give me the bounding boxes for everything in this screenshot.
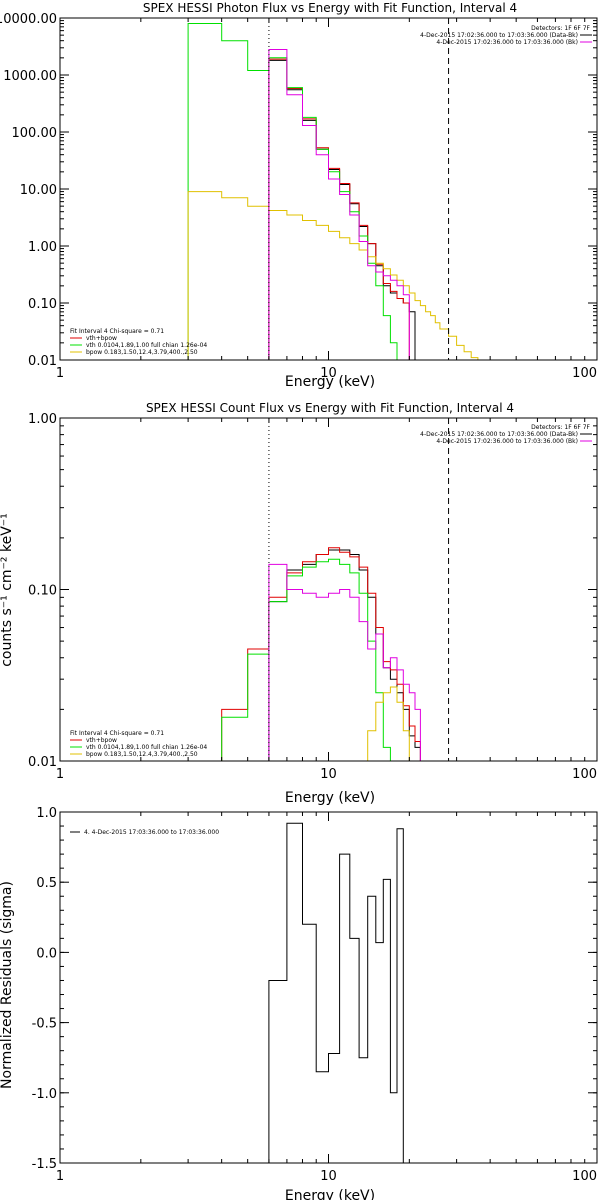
photon-flux-vth-line [187,23,404,361]
count-flux-x-tick-label: 100 [572,767,597,782]
photon-flux-fit-total-label: vth+bpow [86,335,117,342]
count-flux-fit-total-label: vth+bpow [86,737,117,744]
photon-flux-legend-data-bk: 4-Dec-2015 17:02:36.000 to 17:03:36.000 … [420,32,578,39]
photon-flux-detectors: Detectors: 1F 6F 7F [531,25,590,32]
photon-flux-bpow-line [187,191,502,361]
photon-flux-y-tick-label: 0.01 [28,354,57,369]
photon-flux-title: SPEX HESSI Photon Flux vs Energy with Fi… [143,1,517,15]
photon-flux-panel: SPEX HESSI Photon Flux vs Energy with Fi… [0,1,598,390]
photon-flux-model-total-line [268,58,410,360]
count-flux-title: SPEX HESSI Count Flux vs Energy with Fit… [146,401,514,415]
residuals-plot-frame [59,811,598,1164]
count-flux-model-total-line [188,547,421,762]
photon-flux-legend-bk: 4-Dec-2015 17:02:36.000 to 17:03:36.000 … [436,39,578,46]
residuals-y-tick-label: 0.5 [36,876,57,891]
residuals-x-tick-label: 1 [56,1169,64,1184]
photon-flux-y-ticks: 0.01 0.10 1.00 10.00 100.00 1000.00 10000.00 [0,12,597,369]
count-flux-legend-bk: 4-Dec-2015 17:02:36.000 to 17:03:36.000 … [436,438,578,445]
residuals-y-tick-label: 1.0 [36,806,57,821]
residuals-y-tick-label: 0.0 [36,946,57,961]
count-flux-bpow-line [359,686,415,762]
residuals-data-line [268,822,404,1163]
count-flux-fit-interval: Fit Interval 4 Chi-square = 0.71 [70,730,164,737]
residuals-y-tick-label: -1.5 [32,1157,57,1172]
count-flux-x-label: Energy (keV) [285,790,375,806]
photon-flux-background-line [268,49,410,360]
count-flux-series [188,547,421,762]
residuals-x-label: Energy (keV) [285,1188,375,1200]
count-flux-plot-frame [59,417,598,762]
count-flux-y-tick-label: 0.01 [28,755,57,770]
residuals-panel: -1.5 -1.0 -0.5 0.0 0.5 1.0 1 10 100 Energy (keV… [0,806,598,1200]
count-flux-data-line [268,549,421,761]
count-flux-fit-legend: Fit Interval 4 Chi-square = 0.71 vth+bpo… [70,730,207,758]
photon-flux-data-line [268,59,416,360]
photon-flux-fit-legend: Fit Interval 4 Chi-square = 0.71 vth+bpo… [70,328,207,356]
photon-flux-y-tick-label: 10.00 [20,183,57,198]
count-flux-x-ticks: 1 10 100 [56,418,598,782]
count-flux-background-line [268,563,421,761]
photon-flux-x-tick-label: 10 [320,366,337,381]
residuals-y-label: Normalized Residuals (sigma) [0,881,15,1089]
photon-flux-y-tick-label: 100.00 [12,126,58,141]
residuals-y-tick-label: -1.0 [32,1087,57,1102]
photon-flux-fit-bpow-label: bpow 0.183,1.50,12.4,3.79,400.,2.50 [86,349,198,356]
count-flux-y-ticks: 0.01 0.10 1.00 [28,412,597,770]
photon-flux-fit-interval: Fit Interval 4 Chi-square = 0.71 [70,328,164,335]
photon-flux-x-label: Energy (keV) [285,374,375,390]
photon-flux-y-tick-label: 1000.00 [3,69,57,84]
photon-flux-x-ticks: 1 10 100 [56,18,598,381]
count-flux-legend-data-bk: 4-Dec-2015 17:02:36.000 to 17:03:36.000 … [420,431,578,438]
count-flux-detectors: Detectors: 1F 6F 7F [531,424,590,431]
photon-flux-x-tick-label: 1 [56,366,64,381]
residuals-x-ticks: 1 10 100 [56,812,598,1184]
count-flux-fit-vth-label: vth 0.0104,1.89,1.00 full chian 1.26e-04 [86,744,207,751]
residuals-x-tick-label: 100 [572,1169,597,1184]
photon-flux-x-tick-label: 100 [572,366,597,381]
residuals-legend: 4. 4-Dec-2015 17:03:36.000 to 17:03:36.0… [84,829,219,836]
residuals-y-ticks: -1.5 -1.0 -0.5 0.0 0.5 1.0 [32,806,597,1172]
photon-flux-detector-legend: Detectors: 1F 6F 7F 4-Dec-2015 17:02:36.… [420,25,592,46]
count-flux-y-tick-label: 1.00 [28,412,57,427]
photon-flux-y-tick-label: 0.10 [28,297,57,312]
count-flux-x-tick-label: 1 [56,767,64,782]
residuals-x-tick-label: 10 [320,1169,337,1184]
photon-flux-y-tick-label: 1.00 [28,240,57,255]
count-flux-x-tick-label: 10 [320,767,337,782]
count-flux-panel: SPEX HESSI Count Flux vs Energy with Fit… [0,401,598,806]
residuals-series [268,822,404,1163]
count-flux-y-tick-label: 0.10 [28,584,57,599]
count-flux-detector-legend: Detectors: 1F 6F 7F 4-Dec-2015 17:02:36.… [420,424,592,445]
residuals-y-tick-label: -0.5 [32,1017,57,1032]
photon-flux-plot-frame [59,17,598,361]
count-flux-y-label: counts s⁻¹ cm⁻² keV⁻¹ [0,513,15,667]
count-flux-energy-range-markers [268,418,450,761]
photon-flux-fit-vth-label: vth 0.0104,1.89,1.00 full chian 1.26e-04 [86,342,207,349]
photon-flux-series [187,23,502,361]
photon-flux-energy-range-markers [268,18,450,360]
count-flux-fit-bpow-label: bpow 0.183,1.50,12.4,3.79,400.,2.50 [86,751,198,758]
photon-flux-y-tick-label: 10000.00 [0,12,57,27]
